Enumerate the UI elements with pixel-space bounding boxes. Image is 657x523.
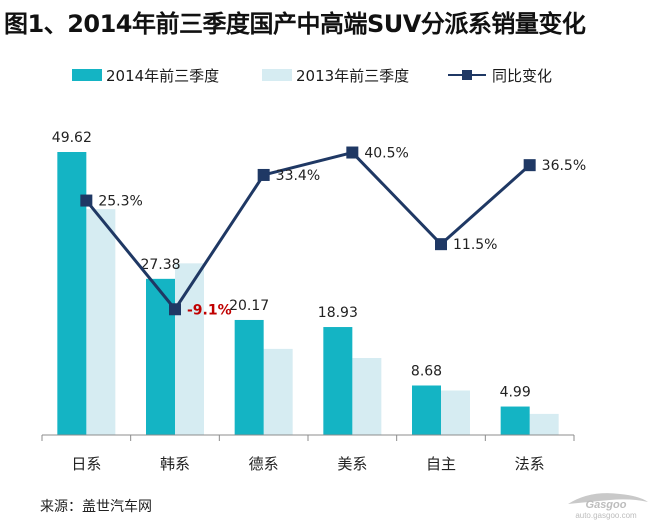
- data-label-2014-2: 27.38: [140, 257, 180, 273]
- legend-swatch-2013: [262, 69, 292, 81]
- bar-2014-5: [412, 385, 441, 435]
- bar-2014-4: [323, 327, 353, 435]
- bar-2013-2: [175, 263, 204, 435]
- legend-item-2013: 2013年前三季度: [262, 64, 409, 86]
- yoy-label-5: 11.5%: [453, 237, 497, 253]
- yoy-label-2: -9.1%: [187, 302, 232, 318]
- legend-item-2014: 2014年前三季度: [72, 64, 219, 86]
- yoy-marker-3: [257, 168, 270, 181]
- yoy-line: [85, 151, 531, 311]
- bar-2013-1: [86, 209, 116, 435]
- watermark-url: auto.gasgoo.com: [575, 511, 637, 520]
- yoy-marker-5: [435, 238, 447, 251]
- svg-text:Gasgoo: Gasgoo: [586, 499, 627, 511]
- data-label-2014-6: 4.99: [500, 385, 531, 401]
- yoy-marker-2: [169, 303, 181, 316]
- category-label-3: 德系: [249, 455, 279, 473]
- data-label-2014-4: 18.93: [318, 305, 358, 321]
- category-label-5: 自主: [426, 455, 456, 473]
- legend-label-yoy: 同比变化: [492, 66, 553, 85]
- yoy-marker-1: [80, 194, 93, 207]
- yoy-marker-4: [346, 146, 359, 159]
- category-label-6: 法系: [515, 455, 545, 473]
- legend-label-2014: 2014年前三季度: [106, 66, 220, 85]
- bar-2013-4: [352, 358, 382, 435]
- yoy-label-6: 36.5%: [542, 158, 586, 174]
- yoy-label-1: 25.3%: [98, 194, 142, 210]
- data-label-2014-3: 20.17: [229, 298, 269, 314]
- legend-swatch-2014: [72, 69, 102, 81]
- bar-2013-5: [441, 390, 470, 435]
- legend-swatch-yoy: [448, 69, 486, 81]
- chart-title: 图1、2014年前三季度国产中高端SUV分派系销量变化: [4, 10, 586, 38]
- yoy-label-3: 33.4%: [276, 168, 320, 184]
- category-label-4: 美系: [337, 455, 367, 473]
- bar-2014-3: [234, 319, 264, 435]
- data-label-2014-1: 49.62: [52, 130, 92, 146]
- legend: 2014年前三季度 2013年前三季度 同比变化: [0, 64, 657, 86]
- yoy-label-4: 40.5%: [364, 146, 408, 162]
- data-label-2014-5: 8.68: [411, 363, 442, 379]
- category-label-2: 韩系: [160, 455, 190, 473]
- yoy-marker-6: [523, 159, 536, 172]
- bar-2013-6: [529, 413, 559, 435]
- bar-2014-6: [500, 406, 530, 435]
- source-note: 来源：盖世汽车网: [40, 499, 152, 515]
- category-label-1: 日系: [71, 455, 101, 473]
- legend-item-yoy: 同比变化: [448, 64, 552, 86]
- legend-label-2013: 2013年前三季度: [296, 66, 410, 85]
- gasgoo-watermark-logo: Gasgoo auto.gasgoo.com: [568, 493, 648, 520]
- bar-2014-1: [57, 152, 87, 435]
- bar-2013-3: [263, 348, 293, 435]
